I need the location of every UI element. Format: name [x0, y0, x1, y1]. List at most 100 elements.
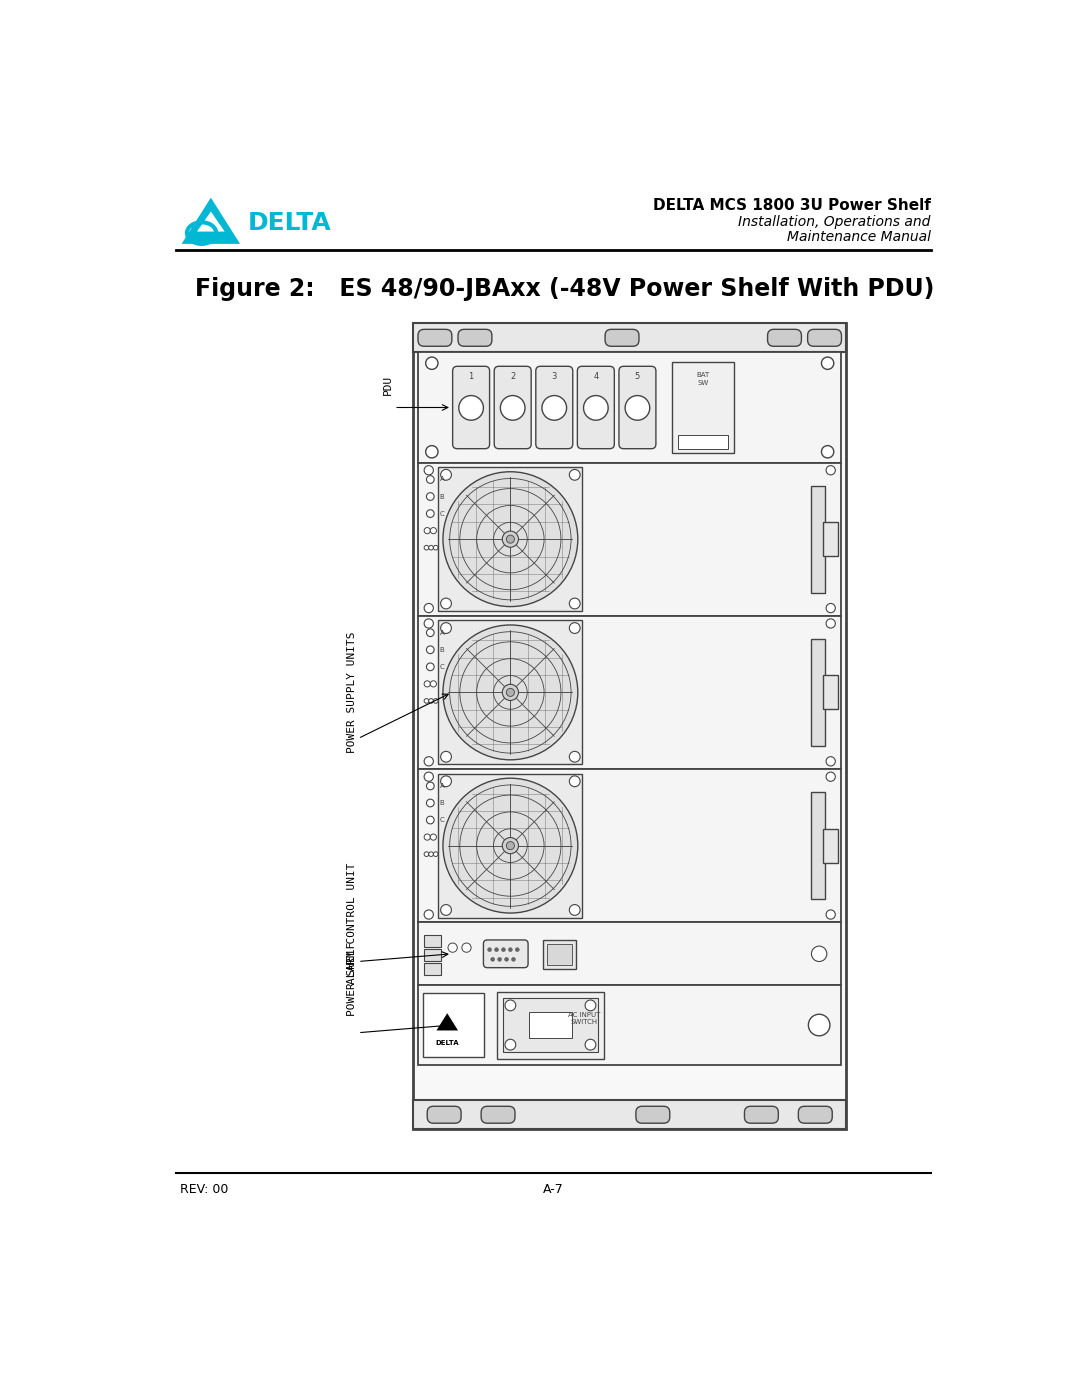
- Circle shape: [569, 598, 580, 609]
- Circle shape: [500, 395, 525, 420]
- Circle shape: [826, 757, 835, 766]
- Circle shape: [507, 535, 514, 543]
- Circle shape: [441, 752, 451, 763]
- Circle shape: [811, 946, 827, 961]
- Text: POWER SHELF: POWER SHELF: [347, 942, 356, 1016]
- FancyBboxPatch shape: [768, 330, 801, 346]
- Circle shape: [509, 947, 512, 951]
- Circle shape: [424, 773, 433, 781]
- Circle shape: [585, 1039, 596, 1051]
- Circle shape: [429, 698, 433, 703]
- Circle shape: [625, 395, 650, 420]
- Text: DELTA: DELTA: [247, 211, 332, 235]
- Circle shape: [583, 395, 608, 420]
- FancyBboxPatch shape: [495, 366, 531, 448]
- Circle shape: [488, 947, 491, 951]
- Bar: [529, 1011, 572, 1038]
- Circle shape: [822, 358, 834, 369]
- Circle shape: [430, 528, 436, 534]
- Circle shape: [515, 947, 519, 951]
- FancyBboxPatch shape: [481, 1106, 515, 1123]
- Bar: [811, 638, 825, 746]
- Text: 1: 1: [469, 373, 474, 381]
- FancyBboxPatch shape: [484, 940, 528, 968]
- Circle shape: [826, 773, 835, 781]
- Circle shape: [569, 752, 580, 763]
- Circle shape: [427, 782, 434, 789]
- Text: A: A: [440, 630, 444, 636]
- Bar: [543, 940, 576, 970]
- Circle shape: [427, 629, 434, 637]
- Circle shape: [429, 545, 433, 550]
- Bar: [424, 949, 441, 961]
- Circle shape: [441, 469, 451, 481]
- Circle shape: [424, 465, 433, 475]
- Bar: [414, 323, 846, 1129]
- Circle shape: [441, 623, 451, 633]
- Text: C: C: [440, 510, 444, 517]
- FancyBboxPatch shape: [798, 1106, 833, 1123]
- Circle shape: [424, 545, 429, 550]
- Circle shape: [443, 624, 578, 760]
- Circle shape: [826, 619, 835, 629]
- Circle shape: [430, 680, 436, 687]
- Bar: [424, 935, 441, 947]
- Bar: [414, 1099, 846, 1129]
- Text: 3: 3: [552, 373, 557, 381]
- Bar: [418, 352, 841, 462]
- Text: B: B: [440, 800, 444, 806]
- Circle shape: [443, 778, 578, 914]
- Circle shape: [424, 619, 433, 629]
- Bar: [438, 467, 582, 612]
- Circle shape: [542, 395, 567, 420]
- Bar: [672, 362, 733, 453]
- Circle shape: [427, 475, 434, 483]
- Bar: [424, 963, 441, 975]
- Circle shape: [462, 943, 471, 953]
- Circle shape: [505, 1039, 516, 1051]
- Circle shape: [424, 604, 433, 613]
- Circle shape: [569, 623, 580, 633]
- Circle shape: [501, 947, 505, 951]
- Text: REV: 00: REV: 00: [180, 1183, 229, 1196]
- Text: DELTA: DELTA: [435, 1039, 459, 1046]
- Text: BAT: BAT: [697, 373, 710, 379]
- Circle shape: [427, 645, 434, 654]
- Circle shape: [427, 816, 434, 824]
- Bar: [823, 676, 838, 710]
- FancyBboxPatch shape: [536, 366, 572, 448]
- Circle shape: [502, 838, 518, 854]
- Text: 4: 4: [593, 373, 598, 381]
- Circle shape: [427, 799, 434, 807]
- FancyBboxPatch shape: [636, 1106, 670, 1123]
- Circle shape: [569, 469, 580, 481]
- Bar: [418, 616, 841, 768]
- Text: SW: SW: [698, 380, 708, 386]
- Text: Figure 2:   ES 48/90-JBAxx (-48V Power Shelf With PDU): Figure 2: ES 48/90-JBAxx (-48V Power She…: [195, 277, 935, 300]
- Circle shape: [426, 358, 438, 369]
- FancyBboxPatch shape: [428, 1106, 461, 1123]
- Text: B: B: [440, 647, 444, 652]
- Circle shape: [424, 757, 433, 766]
- Circle shape: [569, 905, 580, 915]
- Circle shape: [427, 510, 434, 517]
- Bar: [418, 462, 841, 616]
- Text: PDU: PDU: [383, 374, 393, 394]
- Bar: [418, 985, 841, 1065]
- Circle shape: [505, 1000, 516, 1011]
- Bar: [823, 522, 838, 556]
- Bar: [438, 774, 582, 918]
- Text: B: B: [440, 493, 444, 500]
- Bar: [414, 323, 846, 352]
- Circle shape: [429, 852, 433, 856]
- Circle shape: [826, 604, 835, 613]
- Text: A-7: A-7: [543, 1183, 564, 1196]
- Circle shape: [424, 528, 430, 534]
- Polygon shape: [181, 197, 240, 244]
- Circle shape: [826, 909, 835, 919]
- Bar: [823, 828, 838, 862]
- Circle shape: [427, 664, 434, 671]
- Circle shape: [424, 852, 429, 856]
- Circle shape: [424, 680, 430, 687]
- Bar: [678, 434, 728, 448]
